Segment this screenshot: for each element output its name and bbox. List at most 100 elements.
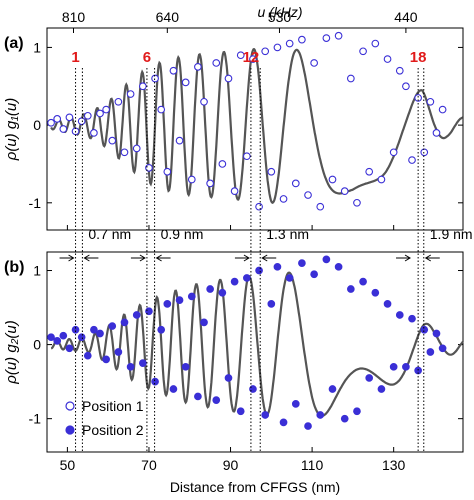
data-point bbox=[408, 156, 416, 164]
data-point bbox=[138, 359, 147, 367]
data-point bbox=[255, 202, 263, 211]
panel-label: (a) bbox=[4, 35, 24, 52]
data-point bbox=[138, 82, 147, 91]
data-point bbox=[298, 259, 306, 267]
data-point bbox=[285, 274, 294, 282]
data-point bbox=[438, 344, 447, 353]
data-point bbox=[59, 125, 68, 133]
spacing-label: 0.7 nm bbox=[88, 226, 131, 242]
data-point bbox=[132, 311, 141, 319]
data-point bbox=[389, 148, 398, 157]
y-tick-label: -1 bbox=[29, 195, 42, 211]
x-tick-label: 50 bbox=[60, 457, 76, 473]
data-point bbox=[316, 411, 325, 419]
y-axis-label: ρ(u) g₁(u) bbox=[3, 98, 20, 162]
top-tick-label: 440 bbox=[394, 9, 418, 25]
data-point bbox=[65, 344, 74, 353]
data-point bbox=[359, 47, 367, 56]
spacing-label: 0.9 nm bbox=[161, 226, 204, 242]
data-point bbox=[224, 374, 233, 382]
legend-marker bbox=[65, 425, 75, 435]
data-point bbox=[420, 325, 429, 334]
data-point bbox=[126, 362, 135, 371]
data-point bbox=[371, 39, 380, 48]
data-point bbox=[120, 148, 129, 157]
data-point bbox=[310, 59, 318, 67]
data-point bbox=[151, 377, 159, 386]
data-point bbox=[414, 94, 422, 102]
top-axis-title: u (kHz) bbox=[257, 4, 302, 20]
peak-number-label: 12 bbox=[243, 49, 260, 66]
data-point bbox=[304, 191, 312, 199]
data-point bbox=[322, 255, 331, 264]
data-point bbox=[340, 187, 349, 196]
data-point bbox=[279, 418, 288, 427]
spacing-label: 1.3 nm bbox=[266, 226, 309, 242]
data-point bbox=[59, 331, 68, 340]
data-point bbox=[426, 97, 435, 106]
peak-number-label: 1 bbox=[71, 49, 79, 66]
legend: Position 1 Position 2 bbox=[65, 398, 144, 438]
plot-frame bbox=[46, 251, 464, 453]
data-point bbox=[175, 136, 184, 145]
data-point bbox=[157, 325, 166, 334]
top-tick-label: 640 bbox=[156, 9, 180, 25]
data-point bbox=[47, 333, 55, 342]
spacing-arrow-left bbox=[234, 254, 250, 262]
data-point bbox=[218, 288, 227, 297]
data-point bbox=[402, 362, 410, 371]
data-point bbox=[242, 274, 251, 282]
data-point bbox=[126, 90, 135, 98]
panel-label: (b) bbox=[4, 259, 24, 276]
data-point bbox=[249, 55, 257, 63]
x-tick-label: 130 bbox=[382, 457, 406, 473]
panel-a: -1 0 1 ρ(u) g₁(u) (a) 810 640 530 440 1 6 12 18 bbox=[3, 9, 464, 231]
data-point bbox=[383, 300, 392, 308]
data-point bbox=[175, 296, 184, 304]
data-point bbox=[236, 407, 245, 416]
x-tick-label: 70 bbox=[141, 457, 157, 473]
data-point bbox=[242, 152, 251, 161]
data-point bbox=[359, 277, 367, 286]
data-point bbox=[77, 117, 86, 126]
data-point bbox=[194, 392, 202, 401]
spacing-annotations: 0.7 nm 0.9 nm 1.3 nm 1.9 nm bbox=[59, 68, 473, 452]
data-point bbox=[273, 43, 282, 52]
spacing-label: 1.9 nm bbox=[430, 226, 473, 242]
data-point bbox=[377, 175, 386, 184]
data-point bbox=[132, 144, 141, 153]
legend-marker bbox=[65, 401, 75, 411]
data-point bbox=[383, 55, 392, 63]
data-point bbox=[187, 292, 196, 301]
data-point bbox=[432, 129, 441, 137]
spacing-arrow-left bbox=[396, 254, 411, 262]
data-point bbox=[181, 362, 190, 371]
data-point bbox=[96, 329, 104, 338]
data-point bbox=[328, 175, 337, 184]
data-point bbox=[65, 113, 74, 122]
spacing-arrow-right bbox=[424, 254, 440, 262]
data-point bbox=[187, 175, 196, 184]
data-point bbox=[353, 407, 361, 416]
y-axis-label: ρ(u) g₂(u) bbox=[3, 320, 20, 385]
top-tick-label: 530 bbox=[268, 9, 292, 25]
data-point bbox=[194, 62, 202, 71]
data-point bbox=[102, 105, 110, 114]
data-point bbox=[163, 167, 172, 176]
data-point bbox=[377, 385, 386, 393]
data-point bbox=[255, 266, 263, 275]
data-point bbox=[236, 51, 245, 60]
peak-number-label: 6 bbox=[143, 49, 151, 66]
data-point bbox=[291, 179, 300, 188]
data-point bbox=[261, 411, 270, 419]
data-point bbox=[334, 262, 343, 271]
data-point bbox=[346, 285, 355, 293]
data-point bbox=[395, 311, 404, 319]
data-point bbox=[371, 288, 380, 297]
data-point bbox=[438, 105, 447, 114]
data-point bbox=[346, 74, 355, 83]
data-point bbox=[157, 105, 166, 114]
data-point bbox=[402, 82, 410, 91]
data-point bbox=[340, 414, 349, 423]
